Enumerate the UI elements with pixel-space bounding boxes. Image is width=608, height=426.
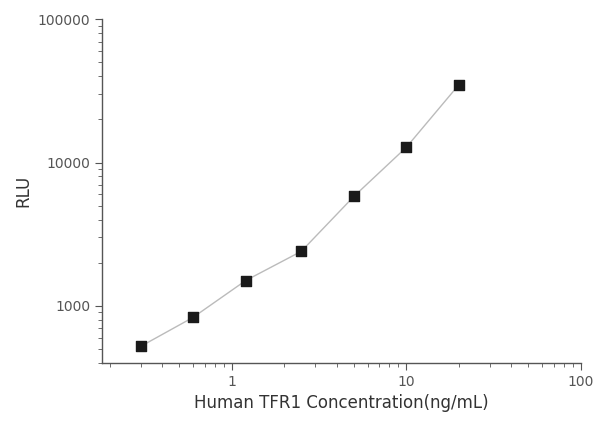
- X-axis label: Human TFR1 Concentration(ng/mL): Human TFR1 Concentration(ng/mL): [194, 394, 489, 412]
- Point: [297, 248, 306, 255]
- Point: [136, 343, 145, 350]
- Point: [188, 314, 198, 321]
- Point: [241, 277, 250, 284]
- Y-axis label: RLU: RLU: [14, 175, 32, 207]
- Point: [349, 193, 359, 200]
- Point: [401, 144, 411, 151]
- Point: [454, 81, 464, 88]
